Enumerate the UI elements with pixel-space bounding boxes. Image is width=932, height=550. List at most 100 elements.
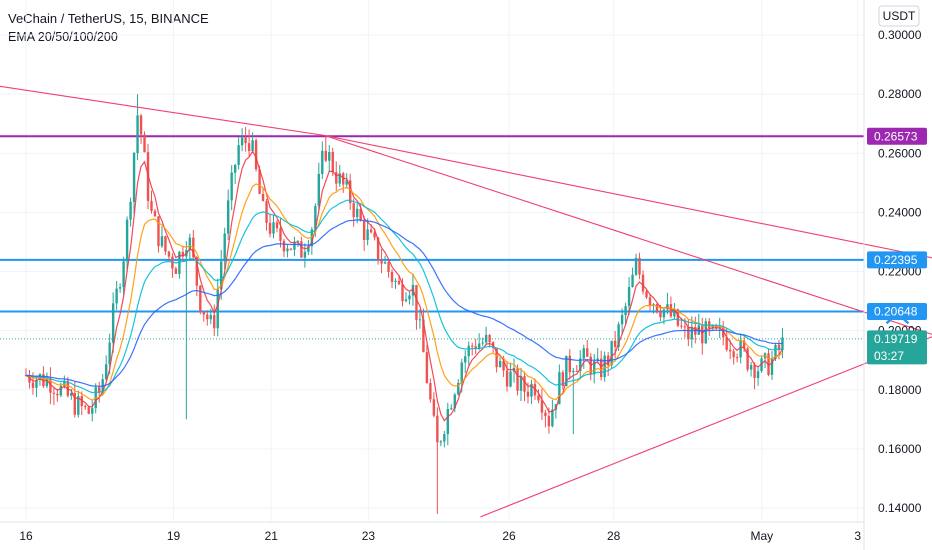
candle-body [565,355,568,387]
candle-body [526,391,530,397]
candle-body [310,229,314,247]
candle-body [505,370,509,387]
candle-body [251,140,254,152]
candle-body [620,315,624,325]
candle-body [321,150,324,174]
candle-body [443,434,446,442]
candle-body [324,150,327,161]
level-price-tag [867,127,927,145]
candle-body [530,383,533,397]
candle-body [613,340,617,347]
candle-body [345,180,348,185]
candle-body [690,326,694,340]
level-price-tag [867,251,927,269]
candle-body [376,237,380,261]
candle-body [84,406,87,408]
candle-body [352,203,355,218]
candle-body [279,228,282,241]
candle-body [202,312,205,315]
candle-body [704,321,707,344]
candle-body [254,140,258,170]
level-price-tag-label: 0.26573 [874,129,918,143]
candle-body [547,416,551,427]
candle-body [774,344,777,359]
last-price-tag-label: 0.19719 [874,332,918,346]
candle-body [488,334,491,343]
candle-body [59,385,63,396]
candle-body [174,268,178,274]
last-price-tag-countdown: 03:27 [874,349,904,363]
candle-body [429,382,432,400]
candle-body [164,236,167,252]
candle-body [35,379,38,388]
candle-body [181,251,185,257]
candle-body [739,340,742,358]
candle-body [247,143,251,152]
price-tick-label: 0.30000 [878,28,922,42]
indicator-label[interactable]: EMA 20/50/100/200 [8,30,118,44]
candle-body [129,201,132,220]
candle-body [216,289,219,329]
candle-body [523,376,526,392]
candle-body [746,348,749,370]
trendline [480,336,932,518]
candle-body [753,365,756,379]
candle-body [77,396,80,415]
candle-body [676,309,680,326]
candle-body [342,173,345,185]
candle-body [558,372,561,405]
candle-body [659,311,662,318]
candle-body [261,193,265,202]
candle-body [87,407,90,414]
candle-body [742,340,746,349]
candle-body [502,361,505,371]
candle-body [464,356,467,363]
candle-body [648,297,652,306]
price-tick-label: 0.14000 [878,501,922,515]
candle-body [240,137,244,146]
price-tick-label: 0.24000 [878,205,922,219]
candle-body [160,236,164,247]
candle-body [303,251,307,258]
grid-lines [0,0,864,522]
candle-body [230,172,233,201]
candle-body [307,246,310,252]
time-tick-label: May [750,529,773,543]
candle-body [662,309,666,318]
candle-body [446,408,450,435]
candle-body [673,309,676,317]
candle-body [425,352,429,383]
candle-body [474,346,477,349]
time-tick-label: 21 [265,529,279,543]
ema200-line [25,219,783,387]
candle-body [300,241,303,258]
candle-body [397,280,401,285]
candle-body [335,172,338,184]
candle-body [701,325,704,344]
candle-body [495,347,498,368]
candle-body [756,371,760,379]
candle-body [641,274,645,292]
candle-body [477,343,481,349]
candle-body [450,408,453,410]
trendline [324,134,932,335]
candle-body [98,387,101,393]
candle-body [244,137,247,144]
currency-button[interactable] [878,5,920,27]
price-tick-label: 0.16000 [878,442,922,456]
candles [24,94,784,514]
time-tick-label: 3 [854,529,861,543]
candle-body [104,364,108,380]
ema100-line [25,199,783,394]
candle-body [770,358,774,375]
candle-body [540,400,544,413]
symbol-title[interactable]: VeChain / TetherUS, 15, BINANCE [8,11,209,26]
candle-body [408,295,411,300]
candle-body [49,378,52,393]
candle-body [209,315,212,320]
candle-body [132,153,136,202]
candle-body [220,261,223,290]
candle-body [63,380,66,386]
chart-legend: VeChain / TetherUS, 15, BINANCE EMA 20/5… [8,9,209,47]
